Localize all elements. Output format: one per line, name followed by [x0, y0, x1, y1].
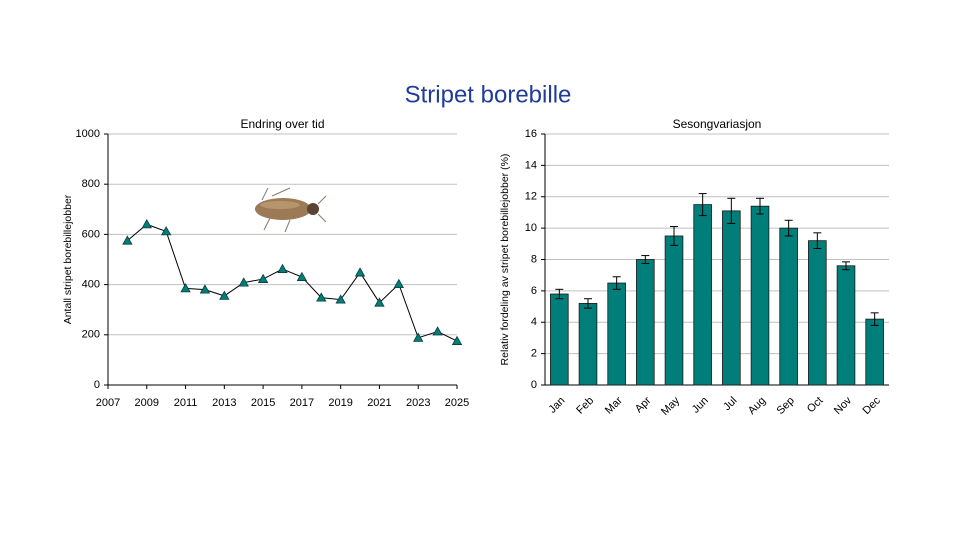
- x-tick-label: Sep: [775, 395, 797, 417]
- bar: [607, 282, 626, 386]
- y-tick-label: 14: [525, 159, 537, 171]
- x-tick-label: 2015: [251, 397, 275, 409]
- point-marker: [141, 219, 152, 229]
- x-tick-label: Oct: [805, 395, 826, 416]
- x-tick-label: 2023: [406, 397, 430, 409]
- point-marker: [122, 235, 133, 245]
- y-tick-label: 6: [531, 285, 537, 297]
- x-tick-label: 2021: [367, 397, 391, 409]
- x-tick-label: Dec: [861, 394, 884, 417]
- x-tick-label: 2013: [212, 397, 236, 409]
- x-tick-label: May: [659, 394, 683, 418]
- y-axis-label: Antall stripet borebillejobber: [62, 194, 74, 324]
- x-tick-label: 2017: [290, 397, 314, 409]
- y-tick-label: 800: [82, 178, 100, 190]
- y-tick-label: 4: [531, 316, 537, 328]
- x-tick-label: 2011: [174, 397, 198, 409]
- bar: [779, 227, 798, 386]
- y-tick-label: 8: [531, 253, 537, 265]
- point-marker: [413, 332, 424, 342]
- x-tick-label: Jul: [721, 395, 739, 413]
- point-marker: [160, 226, 172, 236]
- y-tick-label: 0: [94, 379, 100, 391]
- point-marker: [277, 263, 288, 273]
- point-marker: [451, 335, 463, 345]
- y-tick-label: 16: [525, 128, 537, 140]
- x-tick-label: Nov: [832, 394, 855, 417]
- point-marker: [180, 283, 191, 293]
- point-marker: [257, 273, 269, 283]
- x-tick-label: 2007: [96, 397, 120, 409]
- x-tick-label: Mar: [603, 394, 625, 416]
- x-tick-label: Jan: [546, 395, 567, 416]
- x-tick-label: Feb: [574, 395, 596, 417]
- line: [127, 223, 458, 342]
- chart-title: Sesongvariasjon: [673, 117, 762, 131]
- point-marker: [432, 326, 443, 336]
- y-tick-label: 200: [82, 329, 100, 341]
- bar: [693, 204, 712, 386]
- page-title: Stripet borebille: [405, 81, 572, 108]
- bar: [578, 303, 598, 386]
- point-marker: [199, 284, 211, 294]
- point-marker: [374, 297, 385, 307]
- y-tick-label: 2: [531, 348, 537, 360]
- point-marker: [393, 278, 405, 288]
- y-tick-label: 400: [82, 279, 100, 291]
- bar: [636, 259, 655, 386]
- point-marker: [354, 267, 366, 277]
- x-tick-label: Aug: [746, 395, 768, 417]
- beetle-icon: [255, 187, 327, 233]
- chart-title: Endring over tid: [240, 117, 324, 131]
- y-tick-label: 10: [525, 222, 537, 234]
- point-marker: [316, 292, 327, 302]
- y-axis-label: Relativ fordeling av stripet borebillejo…: [499, 154, 511, 366]
- y-tick-label: 600: [82, 228, 100, 240]
- bar: [865, 318, 884, 386]
- bar: [750, 205, 770, 386]
- x-tick-label: Jun: [690, 395, 711, 416]
- point-marker: [335, 294, 346, 304]
- y-tick-label: 1000: [76, 128, 100, 140]
- bar: [550, 293, 569, 386]
- bar: [808, 240, 827, 386]
- point-marker: [296, 271, 308, 281]
- bar: [664, 235, 684, 386]
- point-marker: [219, 290, 230, 300]
- x-tick-label: 2025: [445, 397, 469, 409]
- bar: [836, 265, 856, 386]
- y-tick-label: 12: [525, 191, 537, 203]
- bar: [722, 210, 741, 386]
- x-tick-label: 2019: [328, 397, 352, 409]
- y-tick-label: 0: [531, 379, 537, 391]
- x-tick-label: Apr: [633, 394, 654, 415]
- x-tick-label: 2009: [135, 397, 159, 409]
- point-marker: [238, 277, 249, 287]
